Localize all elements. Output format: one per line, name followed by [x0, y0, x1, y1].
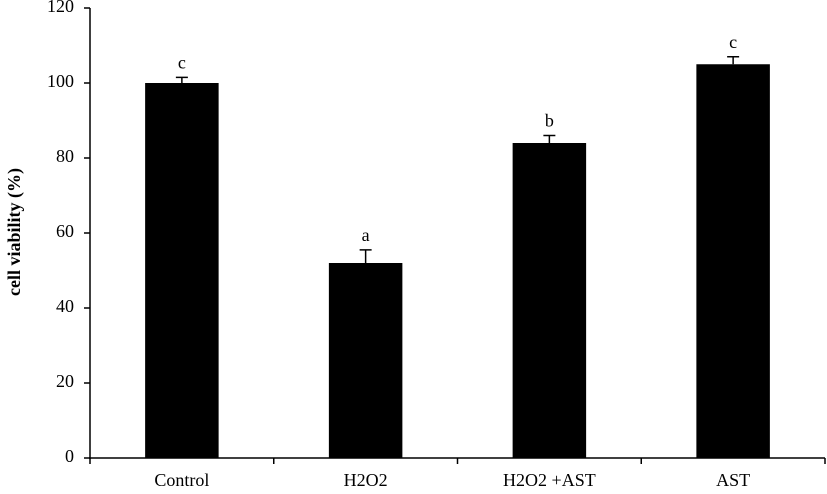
bar [696, 64, 770, 458]
significance-letter: c [178, 53, 186, 73]
error-bar [175, 76, 188, 83]
error-bar [727, 56, 740, 65]
y-tick-label: 20 [56, 371, 74, 391]
significance-letter: a [362, 225, 370, 245]
y-tick-label: 60 [56, 221, 74, 241]
y-tick-label: 80 [56, 146, 74, 166]
error-bar [359, 249, 372, 263]
significance-letter: c [729, 32, 737, 52]
y-tick-label: 40 [56, 296, 74, 316]
error-bar [543, 134, 556, 143]
x-tick-label: AST [716, 470, 750, 490]
bar [328, 263, 403, 458]
x-tick-label: H2O2 [344, 470, 388, 490]
significance-letter: b [545, 111, 554, 131]
x-tick-label: Control [154, 470, 209, 490]
y-tick-label: 120 [47, 0, 74, 16]
y-tick-label: 0 [65, 446, 74, 466]
x-tick-label: H2O2 +AST [503, 470, 596, 490]
bar [145, 83, 219, 458]
y-axis-title: cell viability (%) [4, 168, 25, 296]
y-tick-label: 100 [47, 71, 74, 91]
bar [512, 143, 587, 458]
